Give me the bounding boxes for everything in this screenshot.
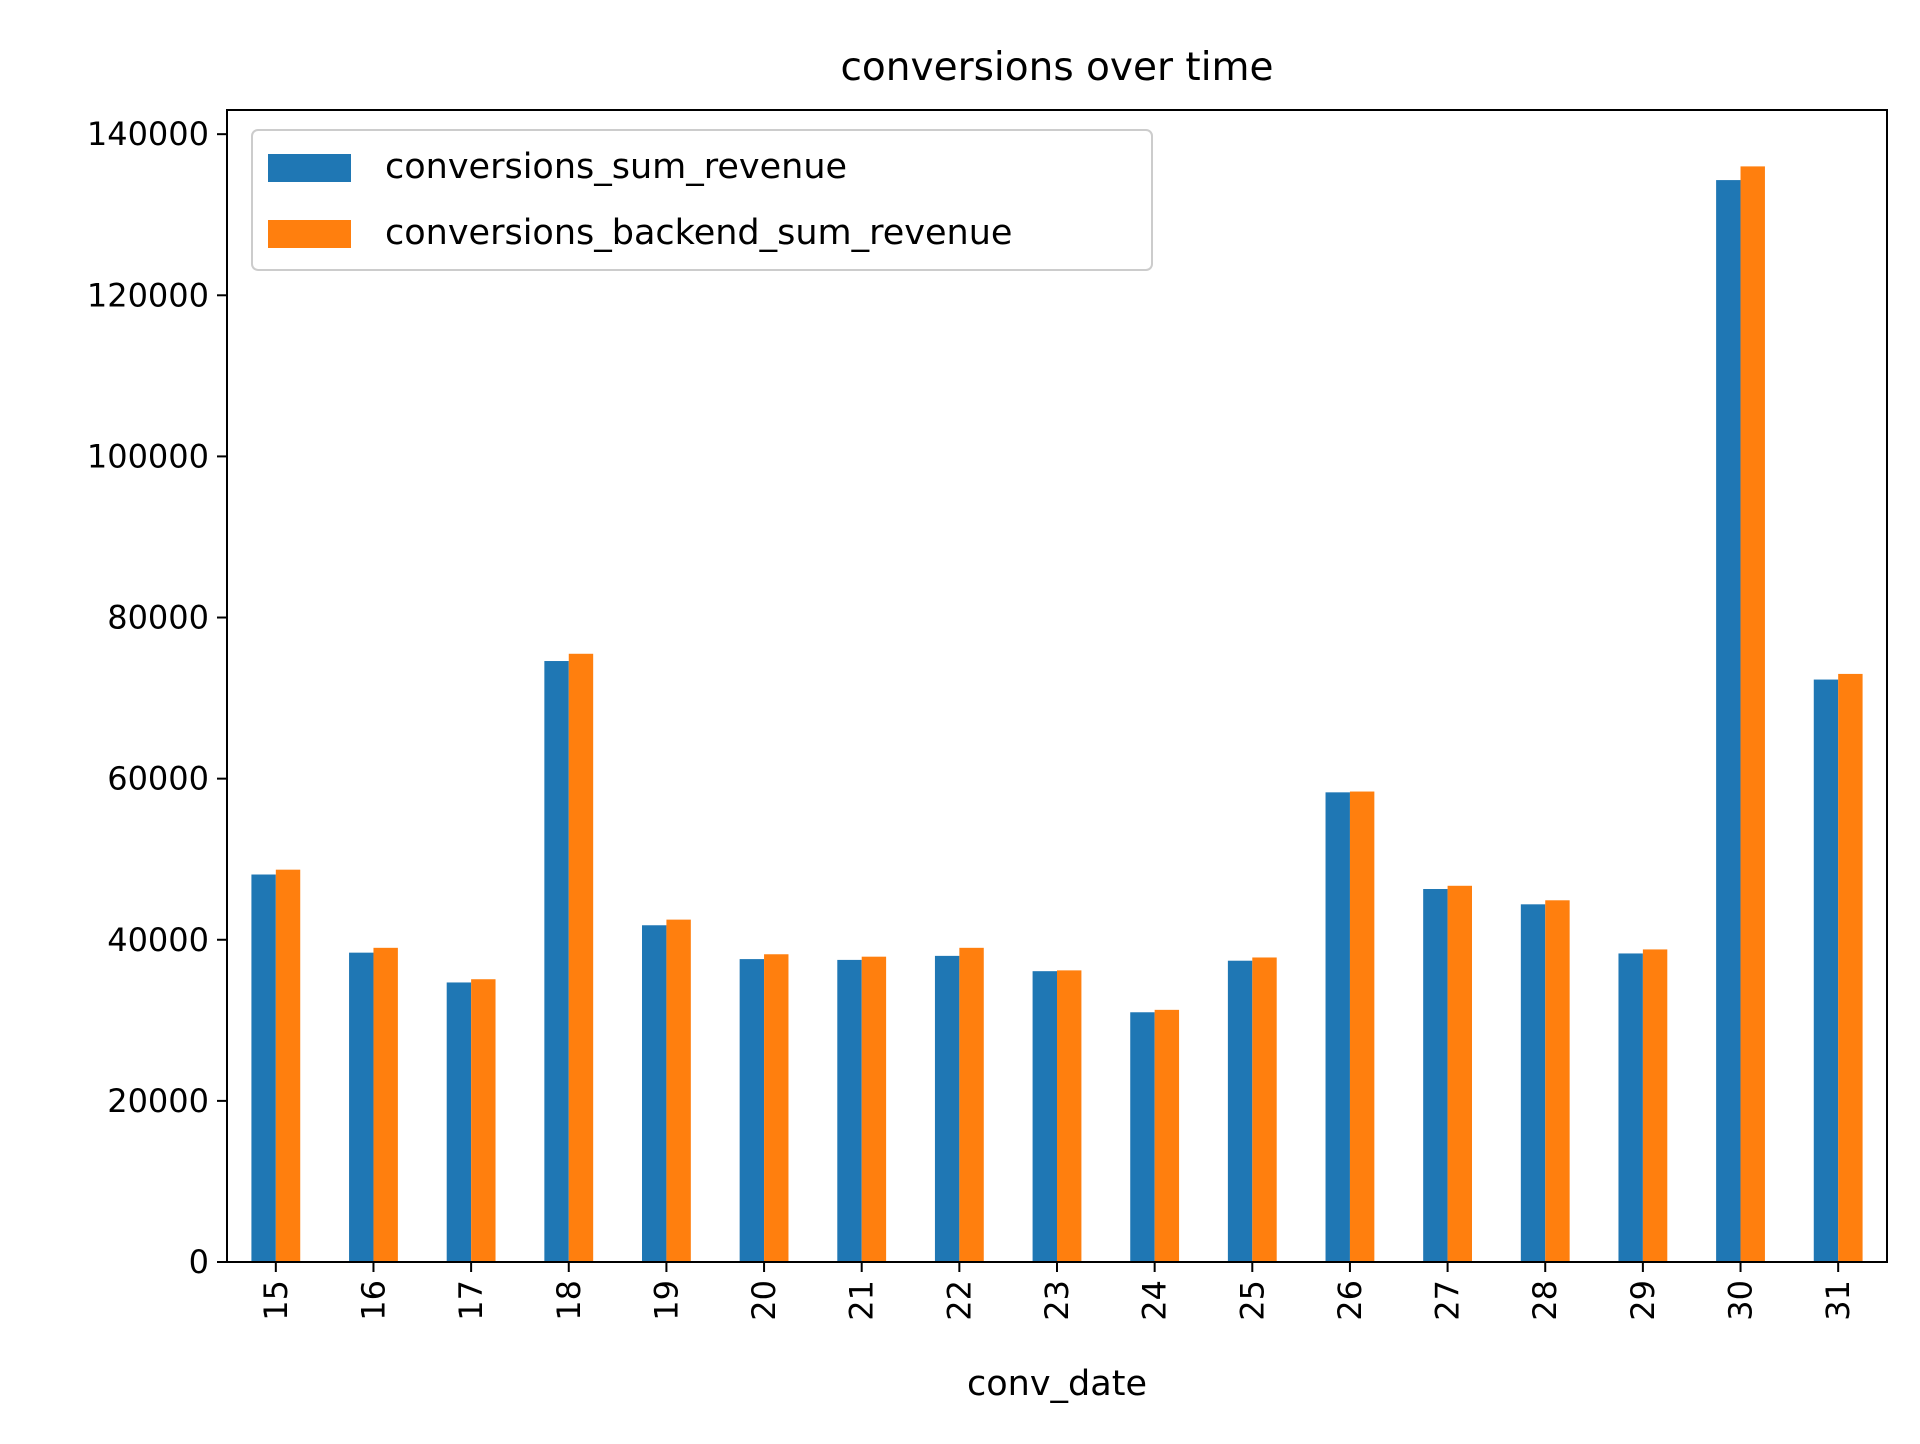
- x-tick-label: 26: [1331, 1280, 1369, 1321]
- bar-conversions_backend_sum_revenue-24: [1154, 1009, 1180, 1262]
- bar-conversions_backend_sum_revenue-19: [666, 919, 691, 1262]
- bar-conversions_backend_sum_revenue-29: [1642, 949, 1668, 1262]
- x-tick-label: 30: [1722, 1280, 1760, 1321]
- bar-conversions_sum_revenue-28: [1520, 904, 1546, 1262]
- bars-group: [251, 166, 1863, 1263]
- y-tick-label: 80000: [107, 599, 209, 637]
- bar-conversions_backend_sum_revenue-21: [861, 956, 887, 1262]
- bar-conversions_backend_sum_revenue-25: [1252, 957, 1277, 1262]
- bar-conversions_sum_revenue-16: [349, 952, 374, 1262]
- x-tick-label: 23: [1038, 1280, 1076, 1321]
- y-tick-label: 100000: [87, 437, 209, 475]
- y-tick-label: 140000: [87, 115, 209, 153]
- x-tick-label: 18: [550, 1280, 588, 1321]
- bar-conversions_sum_revenue-26: [1325, 792, 1350, 1262]
- bar-conversions_backend_sum_revenue-30: [1740, 166, 1765, 1262]
- y-tick-label: 60000: [107, 760, 209, 798]
- x-tick-label: 20: [745, 1280, 783, 1321]
- x-tick-label: 22: [940, 1280, 978, 1321]
- bar-conversions_backend_sum_revenue-28: [1545, 900, 1570, 1262]
- bar-conversions_sum_revenue-17: [446, 982, 472, 1262]
- plot-frame: [226, 109, 1888, 1263]
- bar-conversions_backend_sum_revenue-17: [471, 979, 496, 1262]
- bar-conversions_sum_revenue-29: [1618, 953, 1643, 1262]
- x-tick-label: 27: [1429, 1280, 1467, 1321]
- chart-title: conversions over time: [840, 45, 1273, 90]
- bar-conversions_sum_revenue-31: [1813, 679, 1839, 1262]
- bar-conversions_sum_revenue-18: [544, 661, 569, 1262]
- bar-conversions_sum_revenue-19: [642, 925, 667, 1262]
- x-tick-label: 15: [257, 1280, 295, 1321]
- bar-conversions_backend_sum_revenue-31: [1838, 673, 1863, 1262]
- y-tick-label: 20000: [107, 1082, 209, 1120]
- bar-conversions_sum_revenue-22: [934, 955, 960, 1262]
- bar-conversions_sum_revenue-23: [1032, 971, 1057, 1262]
- x-tick-label: 21: [843, 1280, 881, 1321]
- bar-conversions_backend_sum_revenue-18: [568, 653, 594, 1262]
- bar-conversions_sum_revenue-30: [1716, 180, 1741, 1263]
- bar-conversions_backend_sum_revenue-20: [764, 954, 789, 1262]
- x-tick-label: 25: [1233, 1280, 1271, 1321]
- legend-label: conversions_sum_revenue: [385, 147, 847, 187]
- x-axis-label: conv_date: [967, 1364, 1147, 1404]
- bar-conversions_backend_sum_revenue-16: [373, 947, 398, 1262]
- y-tick-label: 120000: [87, 276, 209, 314]
- legend-box: [251, 129, 1153, 271]
- x-tick-label: 28: [1526, 1280, 1564, 1321]
- bar-conversions_backend_sum_revenue-27: [1447, 885, 1472, 1262]
- bar-conversions_backend_sum_revenue-23: [1057, 970, 1082, 1262]
- y-axis: 0 20000 40000 60000 80000 100000 120000 140000: [87, 115, 227, 1281]
- x-axis: 15 16 17 18 19 20 21 22 23 24 25 26 27 28 29 30 31: [257, 1262, 1857, 1321]
- legend-swatch-conversions_sum_revenue: [268, 154, 351, 182]
- legend: conversions_sum_revenue conversions_backe…: [251, 129, 1153, 271]
- x-tick-label: 29: [1624, 1280, 1662, 1321]
- x-tick-label: 24: [1136, 1280, 1174, 1321]
- legend-label: conversions_backend_sum_revenue: [385, 213, 1012, 253]
- x-tick-label: 31: [1819, 1280, 1857, 1321]
- x-tick-label: 19: [647, 1280, 685, 1321]
- bar-conversions_sum_revenue-25: [1227, 960, 1253, 1262]
- bar-conversions_backend_sum_revenue-26: [1349, 791, 1375, 1262]
- x-tick-label: 17: [452, 1280, 490, 1321]
- y-tick-label: 0: [189, 1243, 209, 1281]
- x-tick-label: 16: [354, 1280, 392, 1321]
- bar-conversions_sum_revenue-15: [251, 874, 276, 1262]
- bar-conversions_sum_revenue-20: [739, 959, 765, 1262]
- bar-conversions_sum_revenue-21: [837, 959, 862, 1262]
- bar-conversions_backend_sum_revenue-15: [275, 869, 301, 1262]
- bar-conversions_sum_revenue-27: [1423, 889, 1448, 1262]
- bar-conversions_sum_revenue-24: [1130, 1012, 1155, 1262]
- legend-swatch-conversions_backend_sum_revenue: [268, 220, 351, 248]
- y-tick-label: 40000: [107, 921, 209, 959]
- bar-conversions_backend_sum_revenue-22: [959, 947, 984, 1262]
